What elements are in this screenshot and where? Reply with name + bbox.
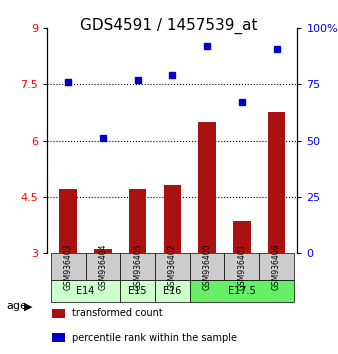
FancyBboxPatch shape: [120, 280, 155, 302]
Text: GDS4591 / 1457539_at: GDS4591 / 1457539_at: [80, 18, 258, 34]
Text: GSM936402: GSM936402: [168, 243, 177, 290]
Text: percentile rank within the sample: percentile rank within the sample: [72, 333, 237, 343]
FancyBboxPatch shape: [155, 280, 190, 302]
FancyBboxPatch shape: [155, 253, 190, 280]
Text: E16: E16: [163, 286, 182, 296]
Text: E14: E14: [76, 286, 95, 296]
Text: GSM936404: GSM936404: [98, 243, 107, 290]
Bar: [198, 122, 216, 253]
FancyBboxPatch shape: [86, 253, 120, 280]
FancyBboxPatch shape: [120, 253, 155, 280]
Text: GSM936400: GSM936400: [202, 243, 212, 290]
FancyBboxPatch shape: [51, 253, 86, 280]
Text: GSM936405: GSM936405: [133, 243, 142, 290]
Bar: [268, 113, 285, 253]
Text: age: age: [7, 301, 28, 311]
Text: GSM936403: GSM936403: [64, 243, 73, 290]
FancyBboxPatch shape: [51, 280, 120, 302]
Bar: [52, 333, 65, 342]
FancyBboxPatch shape: [259, 253, 294, 280]
Text: GSM936406: GSM936406: [272, 243, 281, 290]
Text: ▶: ▶: [24, 301, 32, 311]
Text: E17.5: E17.5: [228, 286, 256, 296]
Bar: [59, 189, 77, 253]
Bar: [94, 249, 112, 253]
Text: E15: E15: [128, 286, 147, 296]
Bar: [164, 185, 181, 253]
FancyBboxPatch shape: [190, 280, 294, 302]
FancyBboxPatch shape: [224, 253, 259, 280]
Text: GSM936401: GSM936401: [237, 243, 246, 290]
FancyBboxPatch shape: [190, 253, 224, 280]
Bar: [129, 189, 146, 253]
Bar: [52, 309, 65, 318]
Text: transformed count: transformed count: [72, 308, 163, 318]
Bar: [233, 221, 250, 253]
